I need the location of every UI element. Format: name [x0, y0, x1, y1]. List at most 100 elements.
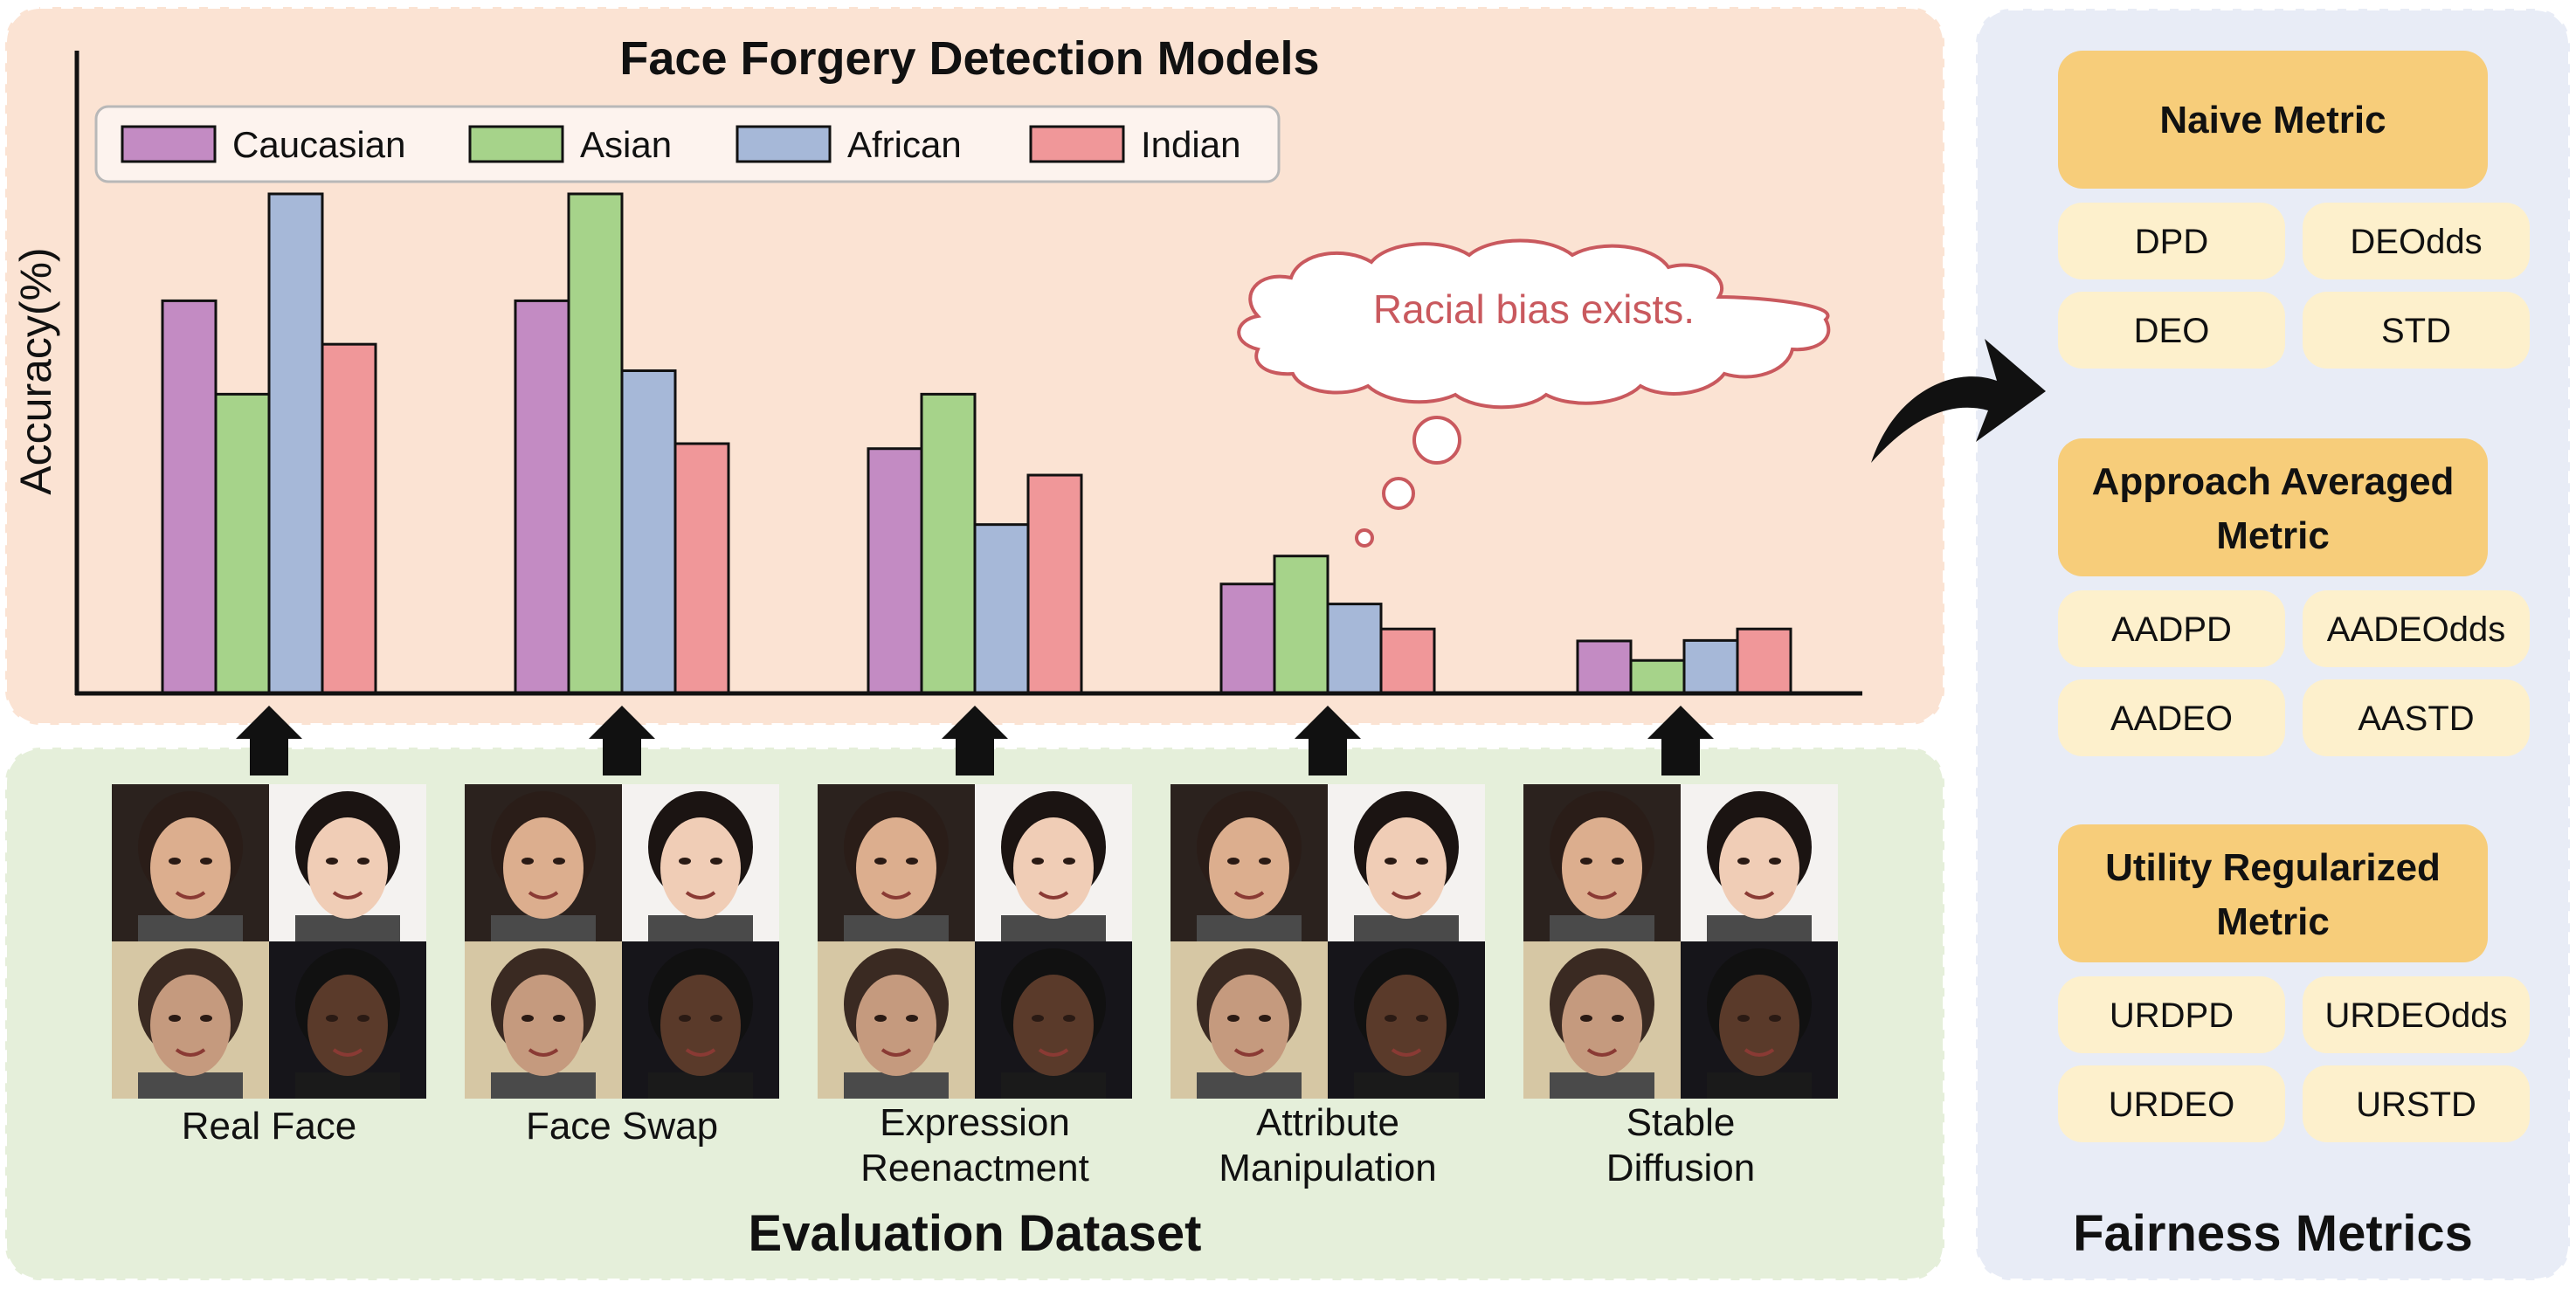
face-grid-attribute-manipulation	[1171, 784, 1485, 1099]
metric-header	[2058, 438, 2488, 576]
metric-item-aadeodds	[2303, 590, 2530, 667]
face-image	[975, 941, 1132, 1099]
face-image	[1523, 784, 1681, 941]
metric-item-label: AADEO	[2110, 700, 2233, 738]
metric-item-aastd	[2303, 679, 2530, 756]
metric-header-title: Naive Metric	[2159, 99, 2386, 141]
bar-stable-diffusion-african	[1682, 638, 1739, 695]
legend-label-asian: Asian	[580, 124, 672, 165]
bar-face-swap-asian	[567, 192, 624, 695]
face-grid-real-face	[112, 784, 426, 1099]
metric-item-label: URDPD	[2110, 996, 2234, 1035]
bar-stable-diffusion-indian	[1736, 627, 1792, 695]
metric-item-label: AADPD	[2111, 610, 2232, 649]
face-image	[112, 941, 269, 1099]
bar-attribute-manipulation-asian	[1273, 555, 1329, 695]
bar-face-swap-african	[620, 369, 677, 695]
bar-expression-reenactment-indian	[1026, 473, 1083, 695]
bar-attribute-manipulation-caucasian	[1219, 582, 1276, 695]
up-arrow-icon	[1647, 706, 1714, 775]
metric-item-aadeo	[2058, 679, 2285, 756]
metric-item-label: URSTD	[2356, 1086, 2476, 1124]
metric-item-urdpd	[2058, 976, 2285, 1053]
accuracy-bar-chart: Face Forgery Detection Models Accuracy(%…	[11, 32, 1862, 696]
dataset-label: Face Swap	[526, 1105, 718, 1148]
face-image	[1681, 941, 1838, 1099]
face-image	[1328, 784, 1485, 941]
dataset-label: Diffusion	[1606, 1147, 1755, 1189]
bar-expression-reenactment-caucasian	[867, 447, 923, 695]
curved-arrow-icon	[1871, 339, 2046, 463]
metric-header-title: Approach Averaged	[2092, 460, 2455, 503]
metric-item-deo	[2058, 292, 2285, 369]
metric-header	[2058, 824, 2488, 962]
legend-label-indian: Indian	[1141, 124, 1240, 165]
legend-swatch-caucasian	[121, 125, 217, 163]
face-grid-stable-diffusion	[1523, 784, 1838, 1099]
face-image	[1328, 941, 1485, 1099]
legend-swatch-indian	[1029, 125, 1125, 163]
bar-stable-diffusion-asian	[1629, 658, 1686, 695]
face-image	[269, 784, 426, 941]
legend-label-african: African	[847, 124, 962, 165]
up-arrow-icon	[589, 706, 655, 775]
metric-item-label: URDEOdds	[2325, 996, 2508, 1035]
chart-title: Face Forgery Detection Models	[619, 32, 1319, 85]
metric-item-label: URDEO	[2109, 1086, 2234, 1124]
metric-item-urdeo	[2058, 1065, 2285, 1142]
dataset-label: Real Face	[182, 1105, 357, 1148]
chart-panel	[3, 5, 1946, 727]
thought-text: Racial bias exists.	[1373, 286, 1695, 332]
bar-attribute-manipulation-indian	[1379, 627, 1436, 695]
face-image	[818, 941, 975, 1099]
legend-swatch-asian	[468, 125, 564, 163]
dataset-label: Reenactment	[860, 1147, 1089, 1189]
thought-bubble-medium	[1382, 477, 1415, 510]
dataset-title: Evaluation Dataset	[749, 1205, 1202, 1262]
metric-item-urdeodds	[2303, 976, 2530, 1053]
bar-expression-reenactment-asian	[920, 392, 977, 695]
metric-header-title: Metric	[2216, 900, 2330, 943]
metric-group-approach-averaged-metric: Approach Averaged Metric AADPD AADEOdds AADE…	[2058, 438, 2530, 756]
face-image	[269, 941, 426, 1099]
face-image	[622, 784, 779, 941]
metric-item-urstd	[2303, 1065, 2530, 1142]
metric-header-title: Utility Regularized	[2105, 846, 2441, 889]
metric-item-label: DEO	[2134, 312, 2210, 350]
dataset-label: Expression	[880, 1101, 1070, 1144]
legend-label-caucasian: Caucasian	[232, 124, 405, 165]
dataset-label: Manipulation	[1219, 1147, 1437, 1189]
bar-face-swap-indian	[673, 442, 730, 695]
thought-bubble-small	[1355, 528, 1374, 548]
face-grid-face-swap	[465, 784, 779, 1099]
bar-real-face-caucasian	[161, 299, 218, 695]
metric-item-deodds	[2303, 203, 2530, 279]
face-image	[112, 784, 269, 941]
up-arrow-icon	[236, 706, 302, 775]
bar-expression-reenactment-african	[973, 523, 1030, 695]
face-image	[818, 784, 975, 941]
face-image	[1681, 784, 1838, 941]
metric-item-label: AADEOdds	[2327, 610, 2506, 649]
face-image	[465, 941, 622, 1099]
cloud-shape	[1237, 238, 1831, 410]
metric-item-label: AASTD	[2358, 700, 2474, 738]
legend: Caucasian Asian African Indian	[94, 105, 1281, 183]
metric-group-utility-regularized-metric: Utility Regularized Metric URDPD URDEOdds UR…	[2058, 824, 2530, 1142]
legend-box	[94, 105, 1281, 183]
dataset-label: Attribute	[1256, 1101, 1399, 1144]
metrics-title: Fairness Metrics	[2073, 1205, 2473, 1262]
bar-real-face-african	[267, 192, 324, 695]
bar-group	[161, 192, 1792, 695]
bar-attribute-manipulation-african	[1326, 603, 1383, 695]
bar-real-face-indian	[321, 342, 377, 695]
dataset-label: Stable	[1626, 1101, 1736, 1144]
metric-item-std	[2303, 292, 2530, 369]
metric-item-label: STD	[2381, 312, 2451, 350]
face-image	[622, 941, 779, 1099]
face-image	[975, 784, 1132, 941]
metric-header-title: Metric	[2216, 514, 2330, 557]
legend-swatch-african	[736, 125, 832, 163]
